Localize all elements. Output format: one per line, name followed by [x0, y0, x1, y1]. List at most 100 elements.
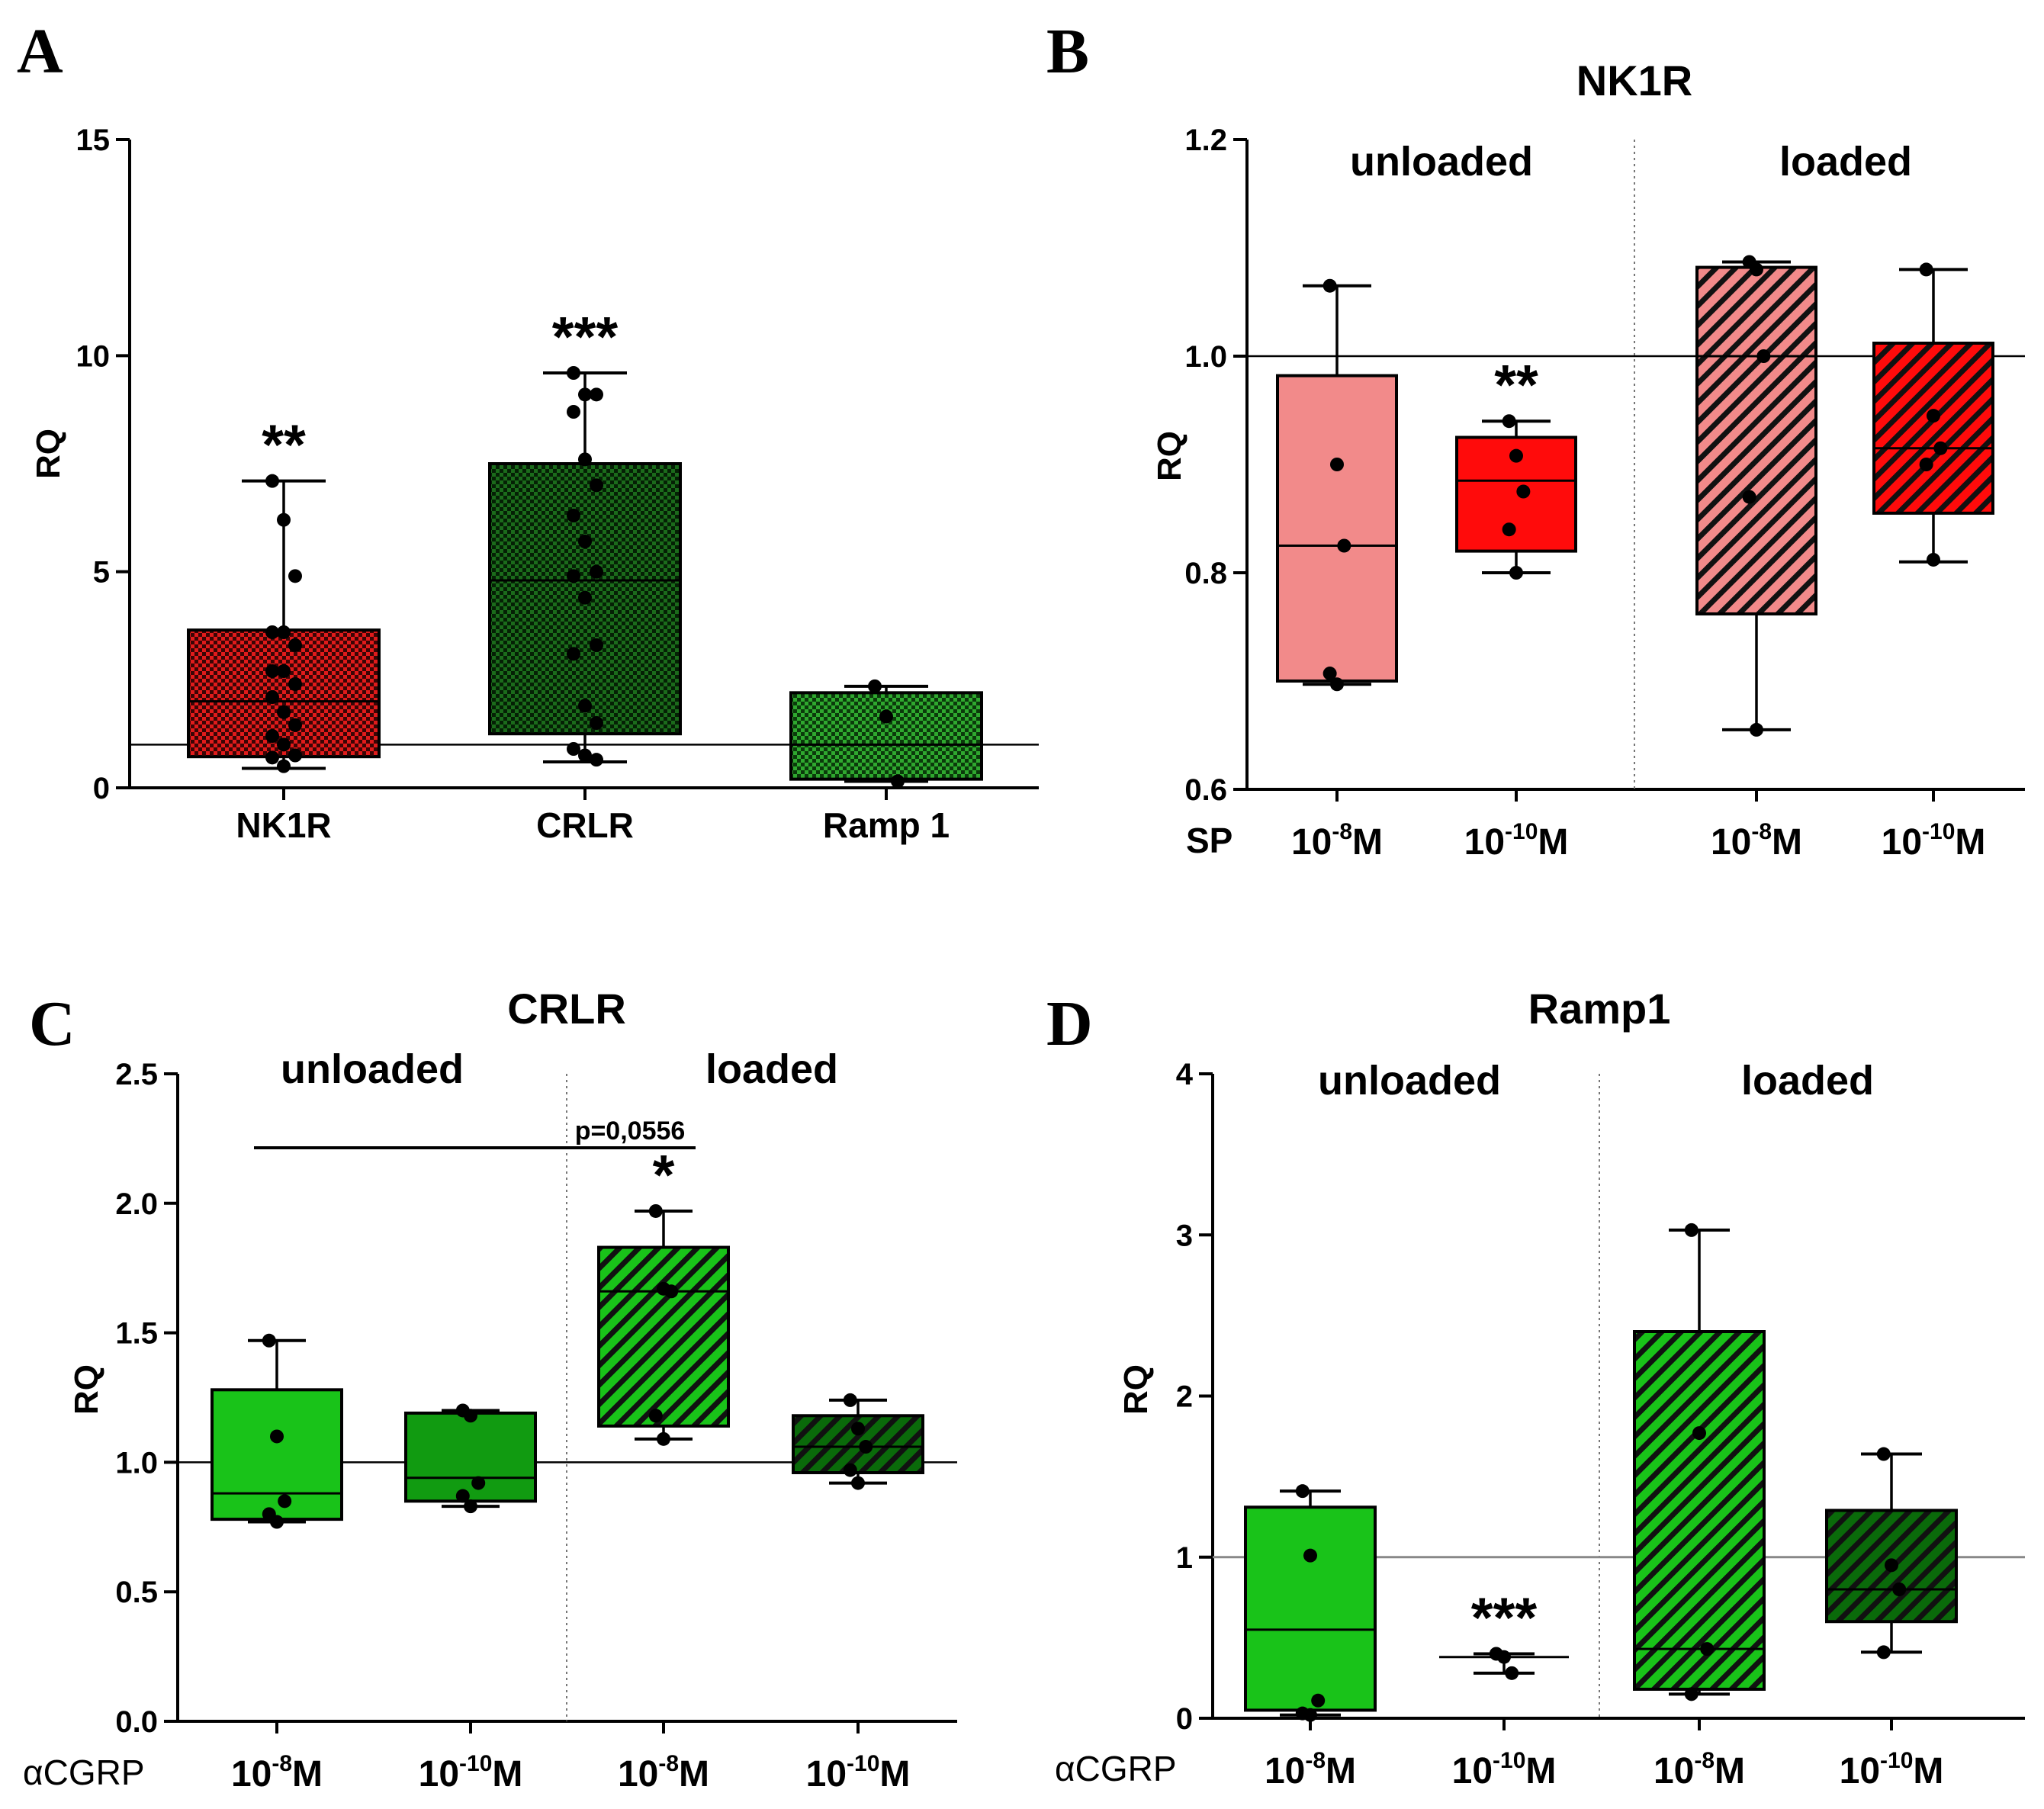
data-point — [1502, 414, 1516, 429]
data-point — [277, 759, 291, 773]
x-tick-label: 10-8M — [618, 1751, 709, 1795]
data-point — [891, 774, 905, 789]
box-body — [789, 691, 983, 781]
data-point — [1919, 262, 1933, 277]
data-point — [567, 647, 580, 661]
box-body — [1276, 374, 1398, 683]
y-tick-label: 5 — [93, 556, 110, 590]
panel-letter-c: C — [29, 988, 76, 1059]
box-unloaded--8 — [1244, 1484, 1377, 1722]
panel-c-treatment-label: αCGRP — [23, 1753, 145, 1792]
panel-c-group-loaded: loaded — [705, 1046, 838, 1092]
data-point — [1322, 278, 1337, 293]
data-point — [567, 405, 580, 419]
y-tick-label: 1.0 — [1184, 340, 1227, 374]
data-point — [278, 1494, 292, 1509]
data-point — [277, 705, 291, 719]
data-point — [265, 729, 279, 743]
box-loaded--10 — [1825, 1447, 1958, 1660]
y-tick-label: 3 — [1176, 1219, 1193, 1252]
data-point — [851, 1422, 865, 1436]
data-point — [578, 535, 592, 548]
data-point — [567, 742, 580, 756]
panel-d-chart: Ramp1 RQ unloaded loaded αCGRP 0 1 2 3 4 ***… — [1055, 985, 2025, 1791]
x-tick-label: 10-10M — [1840, 1748, 1944, 1791]
box-body — [187, 628, 381, 759]
box-loaded--8: * — [597, 1143, 730, 1446]
data-point — [1311, 1693, 1326, 1708]
data-point — [270, 1515, 284, 1529]
x-tick-label: 10-10M — [1464, 819, 1569, 863]
box-loaded--10 — [792, 1393, 924, 1490]
panel-a-xlabel-nk1r: NK1R — [236, 805, 331, 845]
data-point — [288, 718, 302, 732]
box-body — [1633, 1330, 1766, 1691]
y-tick-label: 4 — [1176, 1058, 1194, 1091]
box-unloaded--10: ** — [1455, 353, 1577, 580]
panel-d-title: Ramp1 — [1528, 985, 1671, 1033]
y-tick-label: 10 — [76, 339, 111, 373]
data-point — [277, 512, 291, 527]
data-point — [265, 690, 279, 704]
data-point — [1919, 458, 1933, 471]
panel-c-chart: CRLR RQ unloaded loaded p=0,0556 αCGRP 0… — [23, 985, 957, 1795]
data-point — [859, 1440, 873, 1454]
data-point — [1742, 490, 1756, 504]
significance-stars: ** — [262, 413, 306, 477]
y-tick-label: 0.5 — [115, 1576, 158, 1609]
significance-stars: *** — [552, 305, 619, 368]
data-point — [288, 748, 302, 763]
data-point — [567, 569, 580, 583]
data-point — [1322, 667, 1337, 681]
y-tick-label: 1.0 — [115, 1446, 158, 1480]
panel-b-chart: NK1R RQ unloaded loaded SP 0.60.81.01.2 … — [1151, 56, 2025, 863]
significance-stars: ** — [1494, 353, 1538, 416]
box-body — [597, 1245, 730, 1428]
box-body — [211, 1388, 343, 1521]
box-unloaded--10 — [404, 1403, 537, 1514]
box-ramp-1 — [789, 679, 983, 789]
y-tick-label: 1.2 — [1184, 124, 1227, 157]
y-tick-label: 0.6 — [1184, 773, 1227, 807]
y-tick-label: 0.8 — [1184, 557, 1227, 590]
data-point — [270, 1429, 284, 1444]
panel-b-title: NK1R — [1576, 56, 1692, 104]
box-loaded--10 — [1872, 262, 1994, 567]
x-tick-label: 10-10M — [806, 1751, 911, 1795]
box-loaded--8 — [1633, 1223, 1766, 1701]
data-point — [288, 569, 302, 583]
data-point — [265, 474, 279, 488]
panel-d-group-unloaded: unloaded — [1318, 1058, 1501, 1104]
data-point — [464, 1409, 477, 1423]
data-point — [590, 564, 603, 579]
data-point — [1750, 262, 1763, 277]
data-point — [1337, 538, 1351, 553]
data-point — [455, 1489, 470, 1503]
data-point — [1684, 1223, 1699, 1237]
x-tick-label: 10-8M — [1654, 1748, 1745, 1791]
data-point — [265, 625, 279, 639]
data-point — [1692, 1426, 1706, 1441]
data-point — [648, 1409, 663, 1423]
data-point — [590, 716, 603, 730]
data-point — [851, 1476, 865, 1490]
panel-b-treatment-label: SP — [1186, 821, 1233, 860]
panel-d-group-loaded: loaded — [1741, 1058, 1874, 1104]
data-point — [1885, 1558, 1898, 1573]
x-tick-label: 10-10M — [1452, 1748, 1557, 1791]
box-body — [1244, 1505, 1377, 1712]
data-point — [1509, 448, 1523, 463]
data-point — [578, 699, 592, 713]
panel-c-group-unloaded: unloaded — [281, 1046, 464, 1092]
panel-b-ylabel: RQ — [1151, 431, 1188, 481]
y-tick-label: 1 — [1176, 1541, 1193, 1575]
significance-stars: *** — [1471, 1586, 1538, 1650]
data-point — [277, 737, 291, 752]
data-point — [288, 638, 302, 652]
data-point — [265, 750, 279, 765]
data-point — [464, 1499, 477, 1514]
panel-c-ylabel: RQ — [68, 1364, 105, 1415]
data-point — [1927, 552, 1940, 567]
box-nk1r: ** — [187, 413, 381, 773]
data-point — [1509, 566, 1523, 580]
